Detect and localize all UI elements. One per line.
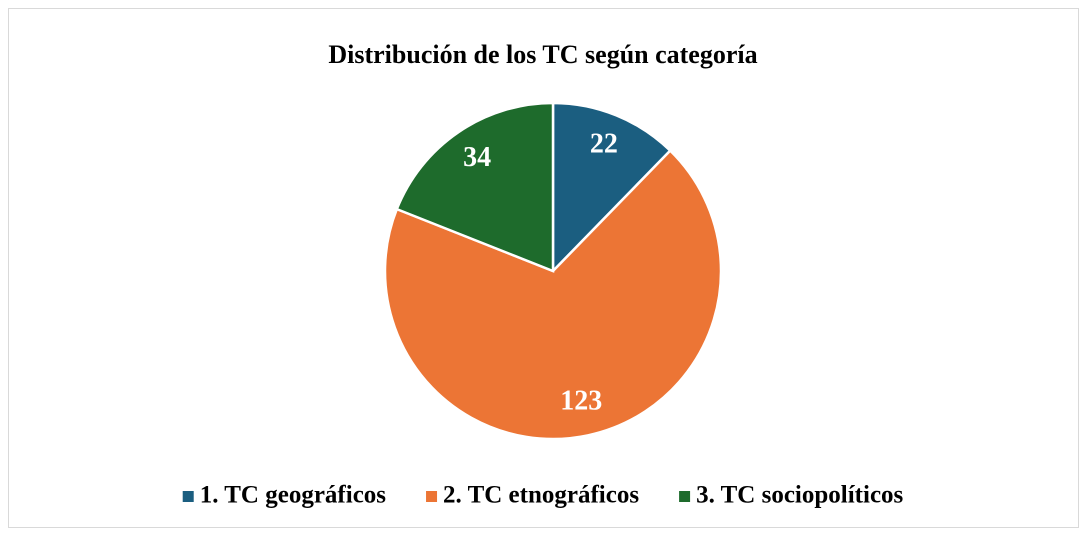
legend-marker — [182, 491, 194, 502]
legend-label: 3. TC sociopolíticos — [696, 482, 903, 509]
legend-marker — [426, 491, 438, 502]
chart-title: Distribución de los TC según categoría — [328, 40, 757, 69]
legend-label: 1. TC geográficos — [200, 482, 387, 509]
data-label: 22 — [590, 128, 618, 159]
legend-label: 2. TC etnográficos — [443, 482, 639, 509]
legend-marker — [679, 491, 691, 502]
pie-slice — [551, 101, 672, 275]
pie-slice — [395, 101, 555, 273]
data-label: 123 — [560, 385, 602, 416]
pie-slice — [383, 148, 723, 441]
data-label: 34 — [463, 142, 491, 173]
